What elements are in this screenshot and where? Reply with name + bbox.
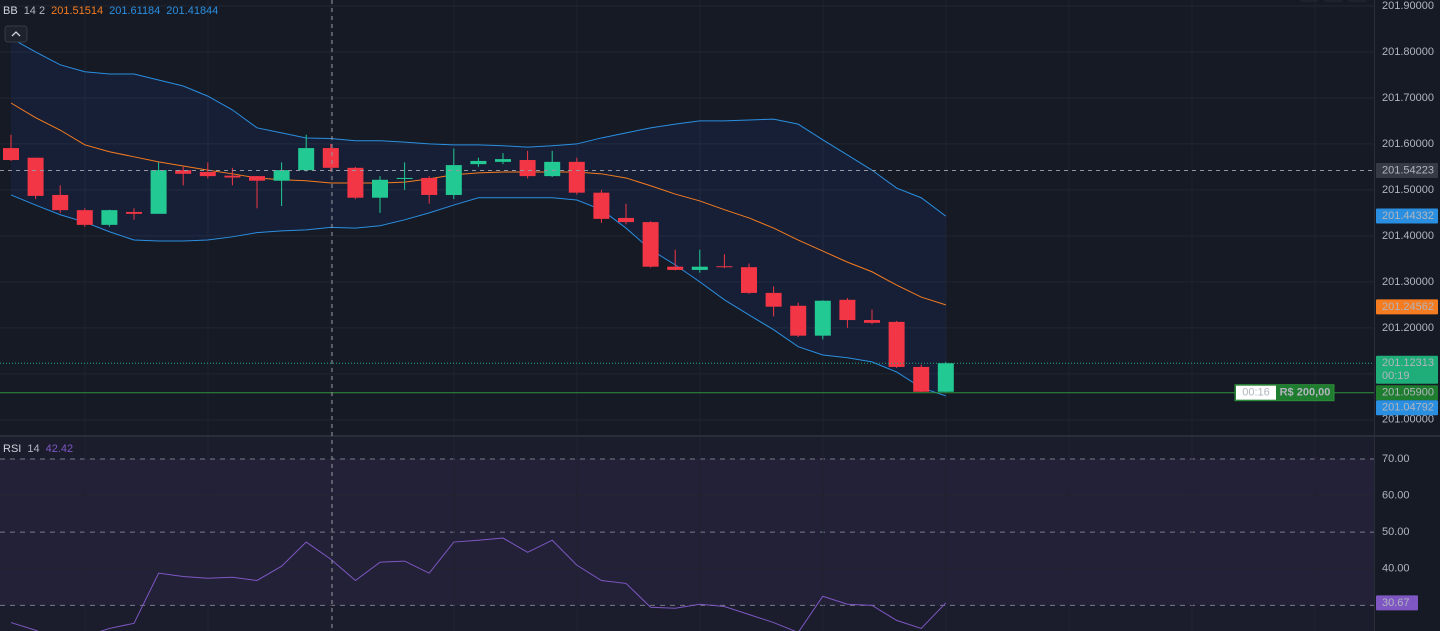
legend-value: 201.51514 [51,5,104,17]
price-tag-label: 201.54223 [1382,164,1434,176]
legend-params: 14 2 [23,5,46,17]
legend-params: 14 [27,443,40,455]
candle-body [396,177,413,179]
rsi-band [0,458,1374,606]
price-tag-label: 201.44332 [1382,210,1434,222]
candle-body [298,148,315,171]
candle-body [593,192,610,219]
candle-body [470,160,487,165]
price-tag-label: 201.05900 [1382,387,1434,399]
candle-body [421,177,438,195]
candle-body [568,161,585,193]
band-line [10,37,947,217]
price-tag-label: 201.12313 [1382,357,1434,369]
y-tick-label: 201.40000 [1382,230,1434,242]
y-tick-label: 201.30000 [1382,276,1434,288]
collapse-icon [11,31,21,37]
legend-title: BB [3,5,18,17]
y-tick-label: 201.60000 [1382,138,1434,150]
candle-body [3,148,19,161]
candle-body [495,159,511,162]
countdown: 00:19 [1382,370,1410,382]
candle-body [347,167,364,198]
candle-body [126,211,142,214]
price-tag [1376,208,1438,224]
y-tick-label: 201.50000 [1382,184,1434,196]
price-tag [1376,299,1438,315]
band-fill [11,38,946,396]
candle-body [839,299,856,321]
candle-body [642,222,659,267]
y-tick-label: 201.90000 [1382,0,1434,12]
candle-body [716,266,733,268]
y-tick-label: 201.70000 [1382,92,1434,104]
price-tag [1376,355,1438,384]
candle-body [249,176,265,181]
price-tag [1376,162,1438,178]
price-tag-label: 201.04792 [1382,402,1434,414]
y-tick-label: 50.00 [1382,526,1410,538]
candle-body [273,170,290,181]
candle-body [814,300,831,336]
order-amount: R$ 200,00 [1280,387,1331,399]
collapse-button[interactable] [4,25,28,43]
y-tick-label: 201.00000 [1382,414,1434,426]
toolbar-button[interactable] [1300,0,1318,2]
order-time-box [1236,385,1276,400]
candle-body [372,179,388,198]
candle-body [224,175,241,178]
legend-value: 201.61184 [109,5,161,17]
rsi-line [10,537,947,631]
y-tick-label: 201.80000 [1382,46,1434,58]
band-line [10,102,946,306]
candle-body [445,165,462,195]
candle-body [888,321,905,367]
y-tick-label: 70.00 [1382,453,1410,465]
legend-value: 42.42 [45,443,74,455]
toolbar-button[interactable] [1348,0,1366,2]
y-tick-label: 201.20000 [1382,322,1434,334]
band-line [10,194,946,397]
legend-title: RSI [3,443,22,455]
candle-body [864,320,880,323]
rsi-tag [1376,595,1418,611]
candle-body [691,266,708,270]
candle-body [52,194,69,211]
price-tag [1376,400,1438,416]
order-time: 00:16 [1242,387,1270,399]
candle-body [544,161,561,177]
candle-body [741,267,757,293]
y-tick-label: 60.00 [1382,489,1410,501]
price-tag-label: 201.24562 [1382,301,1434,313]
toolbar-button[interactable] [1324,0,1342,2]
rsi-legend: RSI 14 42.42 [3,443,73,455]
rsi-tag-label: 30.67 [1382,597,1410,609]
candle-body [175,170,192,174]
candle-body [618,217,634,223]
candle-body [790,305,807,336]
bb-legend: BB 14 2 201.51514 201.61184 201.41844 [3,5,218,17]
candle-body [76,210,93,225]
rsi-background [0,437,1374,631]
legend-value: 201.41844 [166,5,219,17]
price-tag [1376,385,1438,401]
candle-body [322,148,339,168]
candle-body [150,170,167,214]
candle-body [667,266,684,270]
candle-body [27,157,44,196]
candle-body [937,363,954,392]
candle-body [913,366,930,392]
candle-body [765,292,782,307]
candle-body [519,160,536,177]
candle-body [199,171,216,177]
y-tick-label: 40.00 [1382,563,1410,575]
candle-body [101,210,118,225]
